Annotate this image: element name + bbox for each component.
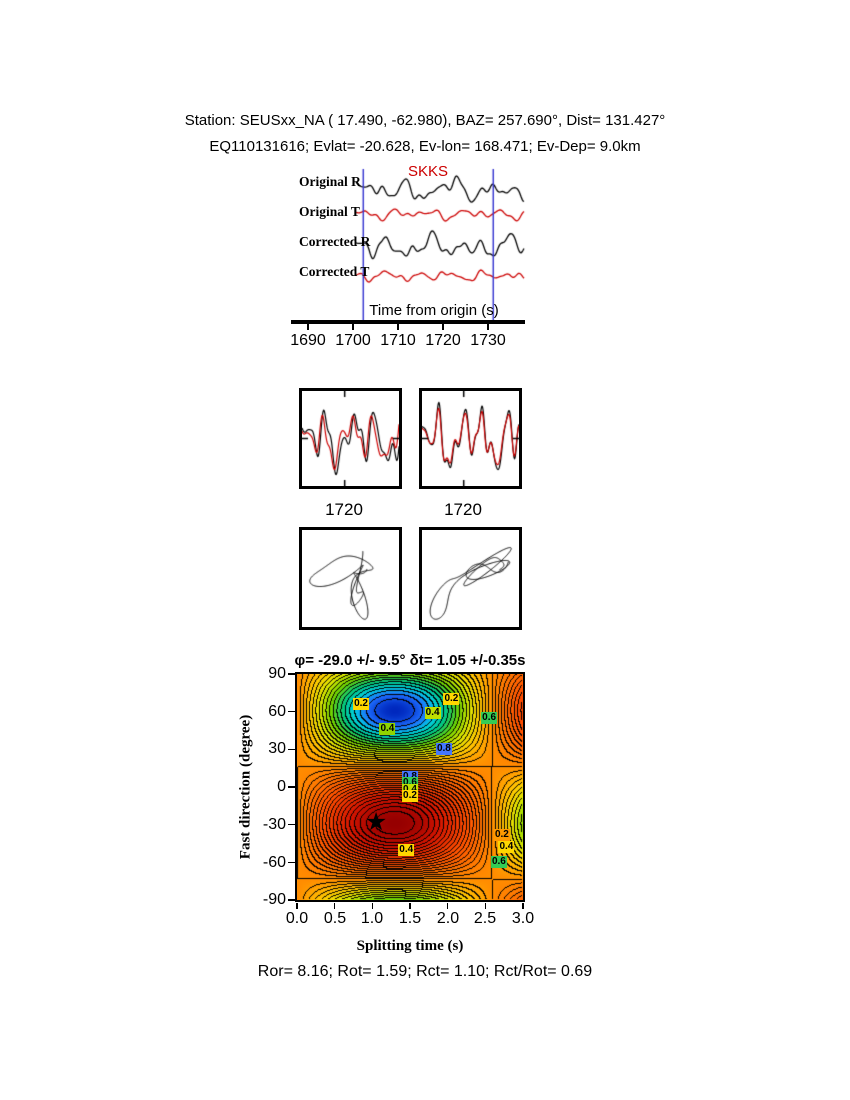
time-axis-tick-label: 1720 [425, 332, 461, 349]
contour-level-label: 0.4 [498, 841, 515, 854]
waveform-window-box-1 [299, 388, 402, 489]
window-time-label-1: 1720 [325, 500, 363, 519]
contour-ytick-label: 90 [268, 665, 286, 682]
seismogram-traces-canvas [290, 165, 526, 323]
contour-ylabel: Fast direction (degree) [237, 714, 254, 860]
window-time-label-2: 1720 [444, 500, 482, 519]
contour-ytick-label: 60 [268, 703, 286, 720]
contour-level-label: 0.2 [443, 693, 460, 706]
event-header-line: EQ110131616; Evlat= -20.628, Ev-lon= 168… [209, 138, 641, 155]
time-axis-tick [397, 324, 399, 330]
contour-level-label: 0.4 [424, 706, 441, 719]
contour-axis-tick [288, 673, 295, 675]
contour-xtick-label: 1.5 [398, 910, 422, 927]
contour-level-label: 0.6 [481, 711, 498, 724]
particle-motion-box-1 [299, 527, 402, 630]
contour-axis-tick [288, 899, 295, 901]
contour-axis-tick [409, 903, 411, 909]
contour-ytick-label: 30 [268, 740, 286, 757]
particle-motion-canvas-1 [302, 530, 399, 627]
contour-axis-tick [296, 903, 298, 909]
contour-axis-tick [288, 710, 295, 713]
time-axis-title: Time from origin (s) [369, 302, 499, 319]
contour-ytick-label: -90 [262, 891, 286, 908]
trace-label-corrected-t: Corrected T [299, 264, 370, 279]
contour-axis-tick [446, 903, 449, 909]
contour-level-label: 0.2 [353, 698, 369, 711]
trace-label-original-t: Original T [299, 204, 360, 219]
time-axis-line [291, 320, 525, 324]
time-axis-tick-label: 1690 [290, 332, 326, 349]
phase-label: SKKS [408, 163, 449, 180]
contour-xtick-label: 0.0 [285, 910, 309, 927]
trace-label-corrected-r: Corrected R [299, 234, 371, 249]
contour-level-label: 0.2 [493, 828, 510, 841]
contour-axis-tick [371, 903, 374, 909]
time-axis-tick [307, 324, 309, 330]
contour-ytick-label: 0 [277, 778, 286, 795]
waveform-window-canvas-1 [302, 391, 399, 486]
contour-xtick-label: 0.5 [323, 910, 347, 927]
waveform-window-box-2 [419, 388, 522, 489]
time-axis-tick-label: 1700 [335, 332, 371, 349]
contour-axis-tick [288, 748, 295, 751]
contour-xlabel: Splitting time (s) [356, 938, 464, 954]
contour-axis-tick [288, 823, 295, 826]
trace-label-original-r: Original R [299, 174, 361, 189]
time-axis-tick-label: 1730 [470, 332, 506, 349]
contour-ytick-label: -30 [262, 816, 286, 833]
contour-axis-tick [484, 903, 487, 909]
station-header-line: Station: SEUSxx_NA ( 17.490, -62.980), B… [184, 112, 666, 129]
contour-xtick-label: 3.0 [511, 910, 535, 927]
waveform-window-canvas-2 [422, 391, 519, 486]
time-axis-tick [442, 324, 444, 330]
contour-ytick-label: -60 [262, 854, 286, 871]
contour-level-label: 0.4 [379, 723, 396, 736]
contour-level-label: 0.6 [490, 856, 507, 869]
contour-axis-tick [288, 786, 295, 788]
contour-level-label: 0.2 [402, 789, 418, 802]
result-stats: Ror= 8.16; Rot= 1.59; Rct= 1.10; Rct/Rot… [257, 963, 593, 980]
time-axis-tick [352, 324, 354, 330]
particle-motion-canvas-2 [422, 530, 519, 627]
contour-xtick-label: 2.0 [436, 910, 460, 927]
contour-level-label: 0.4 [398, 843, 415, 856]
particle-motion-box-2 [419, 527, 522, 630]
contour-xtick-label: 2.5 [473, 910, 497, 927]
time-axis-tick [487, 324, 489, 330]
best-fit-star: ★ [364, 808, 388, 837]
contour-axis-tick [522, 903, 524, 909]
contour-level-label: 0.8 [435, 743, 452, 756]
contour-title: φ= -29.0 +/- 9.5° δt= 1.05 +/-0.35s [294, 652, 526, 669]
contour-axis-tick [333, 903, 336, 909]
time-axis-tick-label: 1710 [380, 332, 416, 349]
contour-axis-tick [288, 861, 295, 864]
contour-xtick-label: 1.0 [360, 910, 384, 927]
